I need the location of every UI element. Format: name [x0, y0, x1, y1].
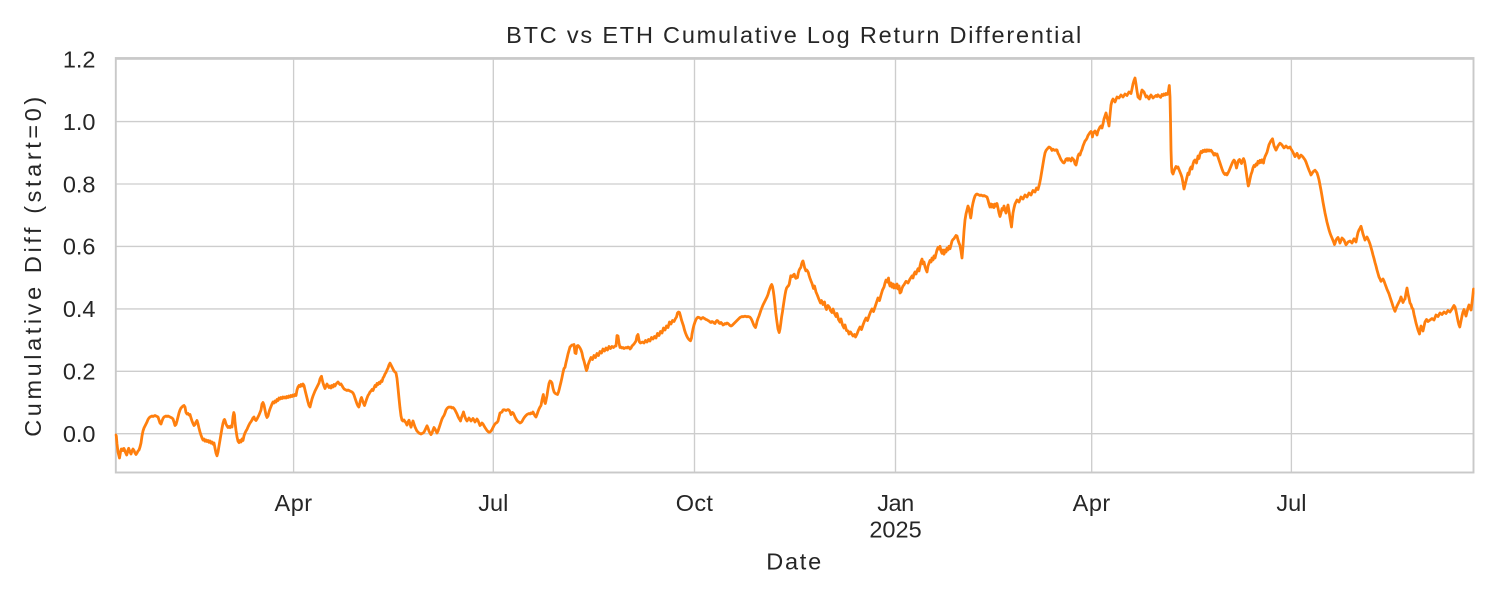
svg-text:BTC vs ETH Cumulative Log Retu: BTC vs ETH Cumulative Log Return Differe…	[506, 22, 1083, 48]
svg-text:Cumulative Diff (start=0): Cumulative Diff (start=0)	[20, 93, 46, 437]
svg-text:1.2: 1.2	[63, 47, 96, 73]
svg-text:Jul: Jul	[1276, 490, 1306, 516]
svg-text:Apr: Apr	[275, 490, 313, 516]
svg-text:0.8: 0.8	[63, 171, 96, 197]
svg-text:Jan: Jan	[877, 490, 913, 516]
svg-text:0.2: 0.2	[63, 359, 96, 385]
svg-text:2025: 2025	[869, 517, 921, 543]
svg-text:0.6: 0.6	[63, 234, 96, 260]
svg-text:0.4: 0.4	[63, 296, 96, 322]
svg-text:Date: Date	[766, 548, 823, 574]
svg-text:Jul: Jul	[478, 490, 508, 516]
svg-text:0.0: 0.0	[63, 421, 96, 447]
svg-text:1.0: 1.0	[63, 109, 96, 135]
svg-text:Apr: Apr	[1073, 490, 1111, 516]
svg-text:Oct: Oct	[676, 490, 714, 516]
